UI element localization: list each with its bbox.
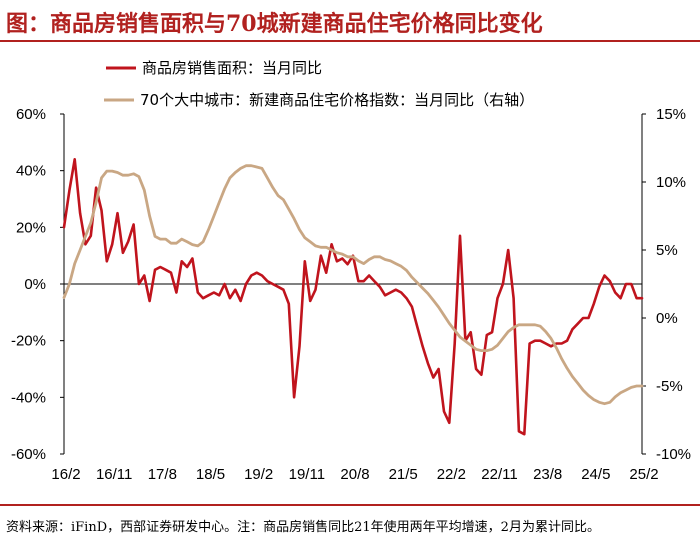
series-layer xyxy=(62,158,644,436)
x-tick-label: 18/5 xyxy=(196,466,225,483)
y-left-tick-label: 0% xyxy=(24,276,46,293)
footer-rule xyxy=(0,504,700,506)
y-right-tick-label: 15% xyxy=(656,106,686,123)
y-left-tick-label: -40% xyxy=(11,389,46,406)
source-note: 资料来源：iFinD，西部证券研发中心。注：商品房销售同比21年使用两年平均增速… xyxy=(6,520,600,535)
series-line-sales xyxy=(62,158,644,436)
legend-label: 商品房销售面积：当月同比 xyxy=(142,59,322,77)
y-left-tick-label: -20% xyxy=(11,333,46,350)
x-tick-label: 19/2 xyxy=(244,466,273,483)
y-right-tick-label: -5% xyxy=(656,378,683,395)
x-tick-label: 23/8 xyxy=(533,466,562,483)
x-tick-label: 21/5 xyxy=(389,466,418,483)
x-tick-label: 17/8 xyxy=(148,466,177,483)
y-right-tick-label: 10% xyxy=(656,174,686,191)
y-left-tick-label: 60% xyxy=(16,106,46,123)
title-rule xyxy=(0,40,700,42)
axes xyxy=(60,113,646,455)
x-tick-label: 25/2 xyxy=(629,466,658,483)
y-left-tick-label: 20% xyxy=(16,219,46,236)
series-line-price xyxy=(62,164,644,406)
tick-labels: -60% -40% -20% 0% 20% 40% 60% -10% -5% 0% 5% 10% 15%… xyxy=(11,106,691,483)
x-tick-label: 22/11 xyxy=(481,466,517,483)
x-tick-label: 22/2 xyxy=(437,466,466,483)
legend: 商品房销售面积：当月同比 70个大中城市：新建商品住宅价格指数：当月同比（右轴） xyxy=(104,59,534,109)
y-right-tick-label: 0% xyxy=(656,310,678,327)
y-right-tick-label: -10% xyxy=(656,446,691,463)
x-tick-label: 20/8 xyxy=(340,466,369,483)
x-tick-label: 19/11 xyxy=(289,466,325,483)
x-tick-label: 16/2 xyxy=(51,466,80,483)
chart-title: 图：商品房销售面积与70城新建商品住宅价格同比变化 xyxy=(6,11,543,37)
x-tick-label: 24/5 xyxy=(581,466,610,483)
y-left-tick-label: 40% xyxy=(16,163,46,180)
y-left-tick-label: -60% xyxy=(11,446,46,463)
x-tick-label: 16/11 xyxy=(96,466,132,483)
legend-label: 70个大中城市：新建商品住宅价格指数：当月同比（右轴） xyxy=(140,91,534,109)
y-right-tick-label: 5% xyxy=(656,242,678,259)
